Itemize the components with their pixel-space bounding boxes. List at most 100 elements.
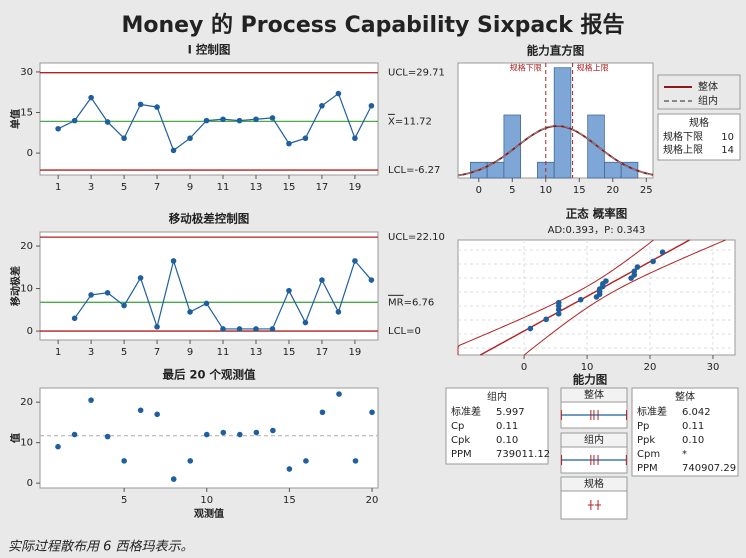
data-point: [121, 458, 127, 464]
x-tick-label: 25: [640, 185, 653, 196]
data-point: [650, 258, 656, 265]
legend-label: 整体: [698, 80, 718, 93]
y-tick-label: 15: [20, 108, 33, 119]
stat-value: 0.10: [496, 435, 518, 446]
x-tick-label: 30: [707, 362, 720, 373]
data-point: [659, 249, 666, 256]
fit-curve: [457, 125, 654, 177]
x-tick-label: 5: [509, 185, 515, 196]
data-point: [368, 102, 375, 109]
data-point: [253, 429, 260, 436]
panel-subtitle: AD:0.393，P: 0.343: [548, 225, 646, 236]
interval-title: 组内: [584, 433, 604, 446]
center-label: X=11.72: [388, 116, 432, 127]
y-axis-label: 移动极差: [9, 266, 22, 306]
x-tick-label: 0: [521, 362, 527, 373]
data-point: [369, 409, 375, 416]
x-tick-label: 3: [88, 347, 94, 358]
data-point: [286, 466, 293, 472]
data-point: [352, 458, 359, 464]
y-tick-label: 10: [20, 438, 33, 449]
data-point: [170, 258, 177, 264]
stat-value: *: [682, 449, 687, 460]
stat-name: 标准差: [637, 405, 667, 418]
y-tick-label: 30: [20, 67, 33, 78]
data-point: [154, 411, 160, 418]
x-tick-label: 5: [121, 182, 127, 193]
x-tick-label: 13: [250, 347, 263, 358]
center-label: MR=6.76: [388, 297, 434, 308]
data-point: [253, 326, 259, 332]
x-tick-label: 7: [154, 347, 160, 358]
x-tick-label: 19: [349, 182, 362, 193]
x-tick-label: 11: [217, 347, 230, 358]
ucl-label: UCL=29.71: [388, 68, 445, 79]
data-point: [137, 275, 144, 281]
data-point: [220, 326, 226, 332]
lsl-name: 规格下限: [510, 63, 542, 73]
spec-value: 10: [721, 132, 734, 143]
y-tick-label: 0: [27, 148, 33, 159]
data-point: [236, 117, 243, 124]
data-point: [368, 277, 375, 283]
x-tick-label: 17: [316, 182, 329, 193]
x-tick-label: 15: [573, 185, 586, 196]
stats-box: [445, 387, 549, 465]
y-tick-label: 10: [20, 284, 33, 295]
stat-name: Cp: [451, 421, 464, 432]
stat-name: Pp: [637, 421, 649, 432]
data-point: [203, 117, 210, 124]
data-line: [57, 92, 372, 152]
data-point: [336, 391, 342, 397]
data-point: [187, 135, 193, 142]
data-point: [303, 458, 309, 464]
x-tick-label: 1: [55, 182, 61, 193]
data-point: [187, 309, 193, 315]
data-point: [154, 104, 160, 110]
x-tick-label: 15: [283, 495, 296, 506]
x-tick-label: 9: [187, 347, 193, 358]
stat-name: 标准差: [451, 405, 481, 418]
data-point: [71, 117, 78, 124]
data-point: [555, 299, 562, 306]
y-tick-label: 20: [20, 397, 33, 408]
data-point: [335, 309, 342, 315]
y-tick-label: 20: [20, 241, 33, 252]
x-tick-label: 10: [581, 362, 594, 373]
x-tick-label: 0: [476, 185, 482, 196]
stat-name: Cpk: [451, 435, 470, 446]
plot-frame: [39, 62, 379, 176]
data-point: [603, 278, 609, 284]
y-tick-label: 0: [27, 478, 33, 489]
x-tick-label: 20: [366, 495, 379, 506]
stat-value: 740907.29: [682, 463, 736, 474]
data-point: [203, 300, 210, 307]
data-point: [121, 302, 127, 309]
plot-frame: [39, 231, 379, 341]
x-tick-label: 10: [200, 495, 213, 506]
legend-box: [657, 74, 741, 110]
confidence-band: [457, 239, 654, 355]
panel-title: 能力图: [573, 373, 608, 387]
data-point: [577, 296, 584, 303]
interval-title: 整体: [584, 388, 604, 401]
data-point: [154, 324, 160, 330]
x-tick-label: 15: [283, 347, 296, 358]
interval-header: [560, 387, 628, 403]
data-point: [187, 458, 194, 464]
data-point: [121, 135, 127, 142]
y-axis-label: 值: [9, 433, 22, 443]
data-point: [220, 429, 227, 436]
interval-title: 规格: [584, 477, 604, 490]
data-point: [555, 310, 562, 317]
histogram-bar: [553, 67, 572, 179]
data-point: [335, 90, 342, 97]
x-tick-label: 1: [55, 347, 61, 358]
data-point: [237, 431, 243, 438]
stat-value: 0.11: [496, 421, 518, 432]
report-title: Money 的 Process Capability Sixpack 报告: [121, 12, 624, 38]
stats-title: 组内: [487, 390, 507, 403]
x-tick-label: 5: [121, 347, 127, 358]
x-tick-label: 5: [121, 495, 127, 506]
